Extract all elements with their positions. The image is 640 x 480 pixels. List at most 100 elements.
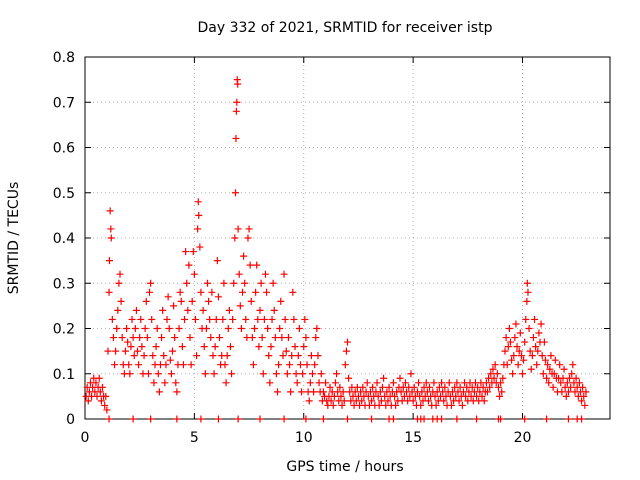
data-point — [206, 315, 214, 323]
data-point — [317, 370, 325, 378]
data-point — [430, 379, 438, 387]
data-point — [319, 415, 327, 423]
chart-title: Day 332 of 2021, SRMTID for receiver ist… — [198, 20, 493, 36]
data-point — [473, 415, 481, 423]
y-tick-label: 0.5 — [53, 186, 75, 202]
data-point — [241, 279, 249, 287]
data-point — [161, 379, 169, 387]
data-point — [337, 392, 345, 400]
x-tick-label: 15 — [404, 430, 422, 446]
data-point — [313, 325, 321, 332]
data-point — [281, 315, 289, 323]
data-point — [233, 98, 241, 106]
data-point — [153, 325, 161, 332]
data-point — [105, 415, 113, 423]
data-point — [558, 388, 566, 396]
data-point — [197, 288, 205, 296]
data-point — [101, 401, 109, 409]
data-point — [115, 279, 123, 287]
data-point — [226, 343, 234, 351]
data-point — [496, 392, 504, 400]
data-point — [265, 352, 273, 360]
data-point — [519, 370, 526, 378]
data-point — [566, 374, 574, 382]
data-point — [517, 352, 525, 360]
data-point — [146, 288, 154, 296]
y-tick-label: 0.4 — [53, 231, 75, 247]
data-point — [251, 325, 259, 332]
data-point — [283, 370, 291, 378]
data-point — [426, 383, 434, 391]
data-point — [185, 261, 193, 269]
data-point — [312, 334, 320, 342]
data-point — [107, 225, 115, 233]
data-point — [401, 379, 409, 387]
data-point — [209, 352, 217, 360]
data-point — [152, 343, 160, 351]
data-point — [104, 347, 112, 355]
data-point — [229, 315, 237, 323]
data-point — [391, 392, 399, 400]
data-point — [484, 388, 491, 396]
data-point — [224, 325, 232, 332]
data-point — [138, 343, 146, 351]
data-point — [166, 356, 174, 364]
data-point — [263, 288, 271, 296]
data-point — [276, 325, 284, 332]
data-point — [103, 406, 111, 414]
data-point — [572, 374, 580, 382]
data-point — [453, 415, 461, 423]
data-point — [424, 397, 432, 405]
data-point — [121, 347, 129, 355]
data-point — [197, 415, 205, 423]
data-point — [113, 325, 121, 332]
y-axis-label: SRMTID / TECUs — [6, 182, 22, 295]
data-point — [523, 279, 531, 287]
data-point — [549, 383, 557, 391]
y-tick-label: 0.2 — [53, 322, 75, 338]
data-point — [295, 325, 303, 332]
data-point — [112, 347, 120, 355]
data-point — [417, 401, 425, 409]
data-point — [186, 334, 194, 342]
data-point — [309, 370, 316, 378]
data-point — [420, 415, 428, 423]
data-point — [322, 379, 330, 387]
data-point — [310, 388, 318, 396]
data-point — [512, 320, 520, 328]
data-point — [522, 315, 530, 323]
data-point — [274, 388, 281, 396]
data-point — [164, 293, 172, 301]
data-point — [190, 270, 198, 278]
data-point — [123, 325, 131, 332]
data-point — [315, 379, 323, 387]
data-point — [523, 297, 531, 305]
data-point — [266, 379, 274, 387]
x-tick-label: 5 — [190, 430, 199, 446]
data-point — [299, 370, 307, 378]
data-point — [117, 297, 125, 305]
data-point — [341, 361, 349, 369]
data-point — [456, 383, 464, 391]
data-point — [221, 361, 229, 369]
data-point — [236, 302, 244, 310]
data-point — [392, 401, 400, 409]
data-point — [375, 401, 383, 409]
data-point — [240, 252, 248, 260]
data-point — [521, 338, 529, 346]
data-point — [540, 338, 548, 346]
data-point — [125, 361, 133, 369]
data-point — [154, 370, 162, 378]
data-point — [232, 189, 239, 197]
data-point — [246, 261, 254, 269]
data-point — [277, 297, 285, 305]
data-point — [181, 315, 189, 323]
data-point — [199, 306, 207, 314]
data-point — [546, 365, 554, 373]
data-point — [578, 397, 586, 405]
data-point — [520, 356, 528, 364]
data-point — [214, 415, 222, 423]
data-point — [254, 315, 262, 323]
data-point — [256, 306, 264, 314]
data-point — [232, 107, 240, 115]
